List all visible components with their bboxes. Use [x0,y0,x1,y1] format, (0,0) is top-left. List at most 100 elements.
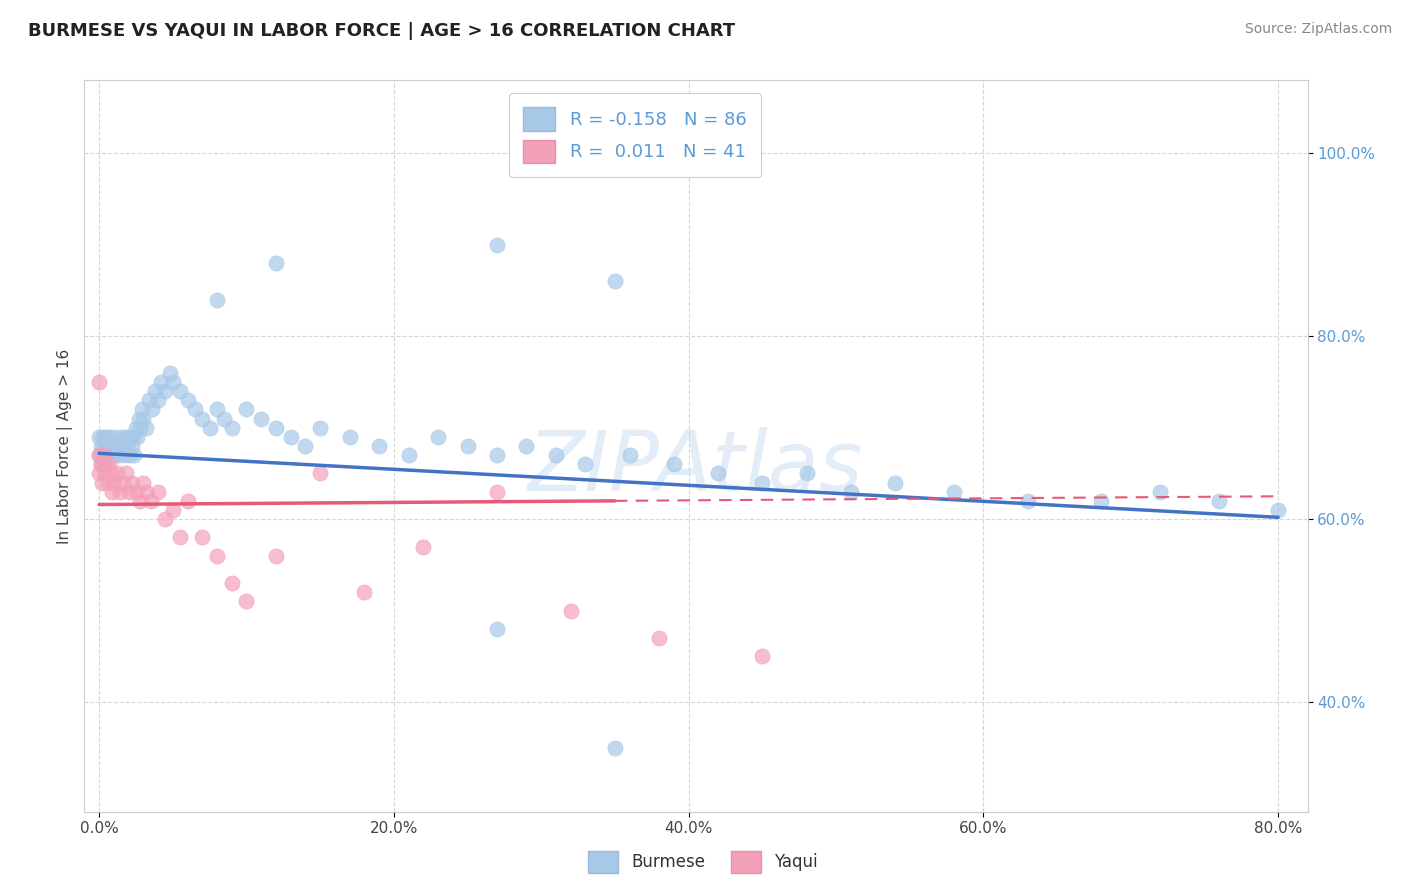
Point [97,475,120,490]
Point [280,430,302,444]
Point [103,448,125,462]
Point [191,411,214,425]
Point [96,457,118,471]
Point [122,430,145,444]
Point [94,448,117,462]
Point [115,439,138,453]
Point [398,448,420,462]
Point [235,594,257,608]
Point [205,402,228,417]
Point [264,549,287,563]
Point [125,421,148,435]
Point [121,475,143,490]
Point [146,484,169,499]
Point [121,439,143,453]
Point [560,603,582,617]
Point [544,448,567,462]
Point [129,421,152,435]
Point [135,484,157,499]
Point [191,530,214,544]
Point [87,448,110,462]
Point [97,448,120,462]
Point [485,448,508,462]
Point [101,484,124,499]
Point [108,484,131,499]
Point [138,393,160,408]
Point [176,393,198,408]
Text: Source: ZipAtlas.com: Source: ZipAtlas.com [1244,22,1392,37]
Point [751,475,773,490]
Point [485,622,508,636]
Point [884,475,907,490]
Point [129,494,152,508]
Point [87,375,110,389]
Point [648,631,671,645]
Point [114,430,136,444]
Point [205,549,228,563]
Point [619,448,641,462]
Point [1149,484,1171,499]
Text: BURMESE VS YAQUI IN LABOR FORCE | AGE > 16 CORRELATION CHART: BURMESE VS YAQUI IN LABOR FORCE | AGE > … [28,22,735,40]
Point [427,430,450,444]
Point [87,467,110,481]
Point [87,430,110,444]
Point [221,421,243,435]
Point [141,402,163,417]
Point [155,384,177,399]
Point [93,448,115,462]
Point [94,430,117,444]
Point [205,293,228,307]
Text: ZIPAtlas: ZIPAtlas [529,427,863,508]
Point [198,421,221,435]
Point [1267,503,1289,517]
Point [96,439,118,453]
Point [124,448,146,462]
Point [264,256,287,270]
Point [114,467,136,481]
Y-axis label: In Labor Force | Age > 16: In Labor Force | Age > 16 [58,349,73,543]
Point [146,393,169,408]
Point [353,585,375,599]
Point [339,430,361,444]
Point [117,448,139,462]
Point [111,439,134,453]
Point [250,411,273,425]
Point [139,494,162,508]
Point [91,430,114,444]
Point [111,475,134,490]
Point [132,411,155,425]
Point [107,448,129,462]
Point [131,402,153,417]
Point [1090,494,1112,508]
Point [103,430,125,444]
Point [127,430,149,444]
Point [603,275,626,289]
Point [1017,494,1039,508]
Point [839,484,862,499]
Point [135,421,157,435]
Point [105,439,128,453]
Point [169,384,191,399]
Point [94,467,117,481]
Point [169,530,191,544]
Point [159,366,181,380]
Point [162,503,184,517]
Point [214,411,236,425]
Point [110,430,132,444]
Point [603,740,626,755]
Point [707,467,730,481]
Point [485,237,508,252]
Point [412,540,434,554]
Legend: Burmese, Yaqui: Burmese, Yaqui [582,845,824,880]
Point [105,467,128,481]
Point [87,448,110,462]
Point [98,430,121,444]
Point [309,421,332,435]
Point [662,457,685,471]
Point [132,475,155,490]
Point [101,439,124,453]
Point [93,457,115,471]
Point [118,430,141,444]
Point [235,402,257,417]
Point [264,421,287,435]
